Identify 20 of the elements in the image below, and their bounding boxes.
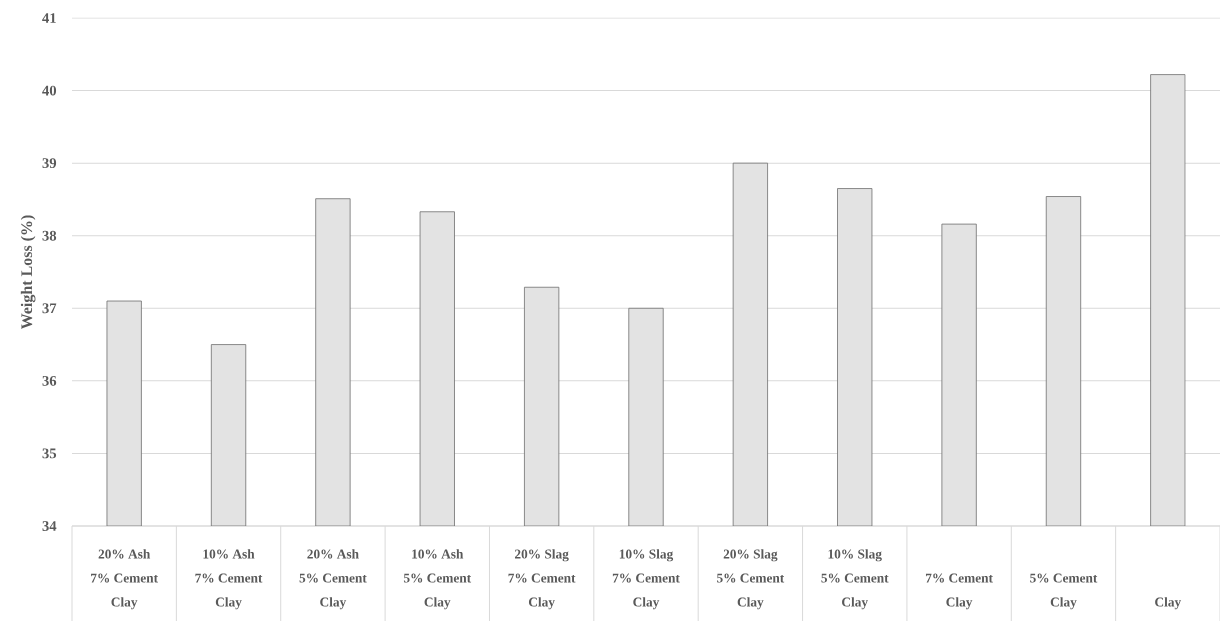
x-tick-label: 20% Ash 7% Cement Clay	[91, 549, 158, 610]
x-tick-label: 10% Ash 5% Cement Clay	[403, 549, 472, 610]
y-tick-label: 38	[42, 230, 57, 241]
x-tick-label: 20% Slag 7% Cement Clay	[508, 549, 576, 610]
y-axis-title: Weight Loss (%)	[20, 215, 36, 330]
x-tick-label: 20% Ash 5% Cement Clay	[299, 549, 367, 610]
x-tick-label: 20% Slag 5% Cement Clay	[717, 549, 785, 610]
y-tick-label: 35	[42, 448, 57, 459]
y-tick-label: 39	[42, 158, 57, 169]
y-tick-label: 37	[42, 303, 57, 314]
y-tick-label: 41	[42, 13, 56, 23]
x-tick-label: Clay	[1155, 597, 1182, 610]
y-tick-label: 40	[42, 85, 57, 96]
x-tick-label: 5% Cement Clay	[1030, 573, 1098, 610]
y-tick-label: 34	[42, 521, 57, 531]
x-tick-label: 10% Ash 7% Cement Clay	[195, 549, 263, 610]
y-tick-label: 36	[42, 375, 57, 386]
x-tick-label: 10% Slag 5% Cement Clay	[821, 549, 889, 610]
x-tick-label: 7% Cement Clay	[925, 573, 993, 610]
x-tick-label: 10% Slag 7% Cement Clay	[612, 549, 680, 610]
